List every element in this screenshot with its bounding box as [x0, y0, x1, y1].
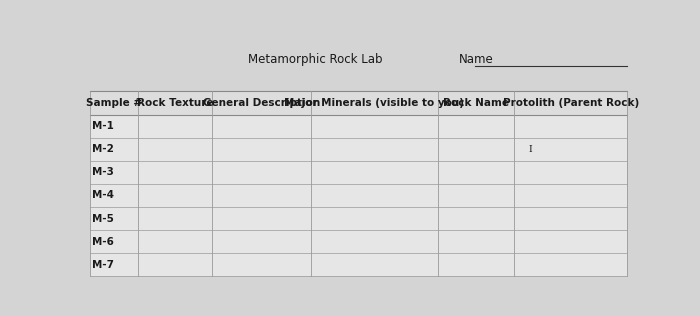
Text: M-1: M-1	[92, 121, 114, 131]
Text: General Description: General Description	[202, 98, 320, 108]
Text: M-7: M-7	[92, 260, 114, 270]
Text: M-4: M-4	[92, 191, 114, 200]
Text: M-6: M-6	[92, 237, 114, 247]
Bar	[90, 91, 627, 276]
Bar	[90, 91, 627, 115]
Text: Rock Name: Rock Name	[443, 98, 509, 108]
Text: M-5: M-5	[92, 214, 114, 224]
Text: Rock Texture: Rock Texture	[136, 98, 214, 108]
Text: I: I	[528, 145, 532, 154]
Text: Metamorphic Rock Lab: Metamorphic Rock Lab	[248, 53, 383, 66]
Text: Sample #: Sample #	[86, 98, 142, 108]
Text: M-3: M-3	[92, 167, 114, 177]
Text: Protolith (Parent Rock): Protolith (Parent Rock)	[503, 98, 639, 108]
Text: Name: Name	[459, 53, 494, 66]
Text: Major Minerals (visible to you): Major Minerals (visible to you)	[284, 98, 464, 108]
Text: M-2: M-2	[92, 144, 114, 154]
